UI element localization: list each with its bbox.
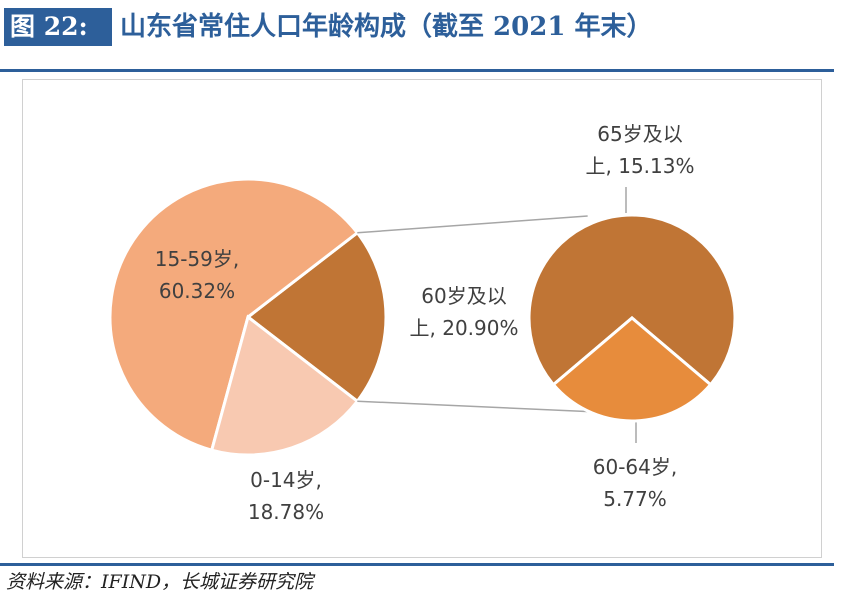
data-label-line: 60岁及以 bbox=[421, 284, 506, 308]
data-label-60-32: 15-59岁, 60.32% bbox=[155, 247, 239, 303]
connector-line-bottom bbox=[357, 400, 598, 413]
figure-title: 山东省常住人口年龄构成（截至 2021 年末） bbox=[120, 12, 653, 42]
main-pie bbox=[108, 177, 388, 457]
data-labels: 15-59岁, 60.32%0-14岁, 18.78%60岁及以上, 20.90%6… bbox=[155, 122, 695, 524]
source-note: 资料来源：IFIND，长城证券研究院 bbox=[6, 571, 314, 593]
secondary-pie bbox=[527, 213, 737, 423]
secondary-pie-slice-age-60-64 bbox=[551, 316, 713, 423]
connector-lines bbox=[357, 187, 637, 443]
data-label-line: 5.77% bbox=[603, 487, 667, 511]
data-label-15-13: 65岁及以上, 15.13% bbox=[586, 122, 695, 178]
data-label-line: 60.32% bbox=[159, 279, 235, 303]
main-pie-slice-age-60-plus bbox=[245, 230, 388, 404]
connector-line-top bbox=[357, 215, 588, 234]
data-label-20-90: 60岁及以上, 20.90% bbox=[410, 284, 519, 340]
data-label-5-77: 60-64岁, 5.77% bbox=[593, 455, 677, 511]
main-pie-slice-age-0-14 bbox=[209, 314, 360, 457]
figure-label: 图 22: bbox=[4, 8, 112, 46]
data-label-line: 18.78% bbox=[248, 500, 324, 524]
data-label-line: 上, 15.13% bbox=[586, 154, 695, 178]
bottom-rule bbox=[0, 563, 834, 566]
top-rule bbox=[0, 69, 834, 72]
data-label-line: 65岁及以 bbox=[597, 122, 682, 146]
title-bar: 图 22: 山东省常住人口年龄构成（截至 2021 年末） bbox=[0, 4, 848, 50]
secondary-pie-slice-age-65-plus bbox=[527, 213, 737, 387]
data-label-line: 15-59岁, bbox=[155, 247, 239, 271]
data-label-line: 0-14岁, bbox=[250, 468, 322, 492]
main-pie-slice-age-15-59 bbox=[108, 177, 360, 452]
data-label-line: 60-64岁, bbox=[593, 455, 677, 479]
data-label-18-78: 0-14岁, 18.78% bbox=[248, 468, 324, 524]
data-label-line: 上, 20.90% bbox=[410, 316, 519, 340]
